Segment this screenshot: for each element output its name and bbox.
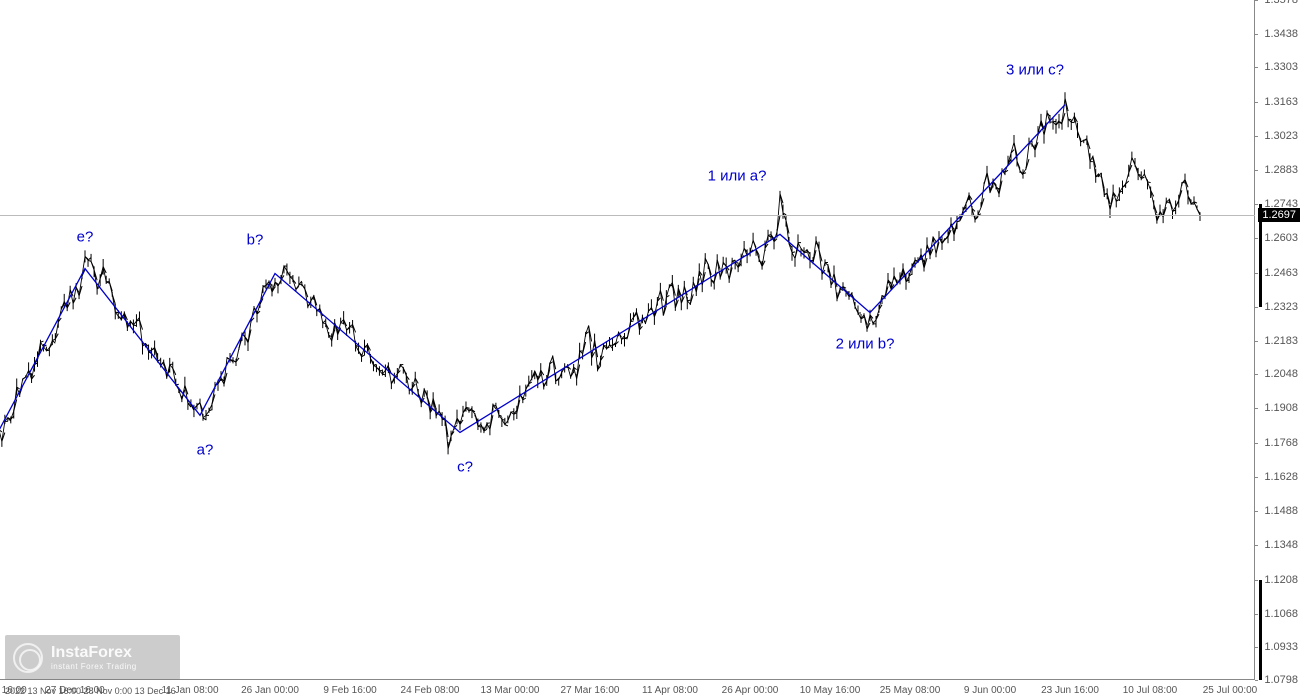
x-axis-label: 27 Dec 16:00 — [45, 685, 105, 696]
y-axis-tick — [1255, 511, 1258, 512]
y-axis-label: 1.2603 — [1264, 232, 1298, 244]
y-axis-tick — [1255, 680, 1258, 681]
x-axis-label: 8 Aug 16:00 — [0, 685, 27, 696]
x-axis-label: 13 Mar 00:00 — [481, 685, 540, 696]
wave-label: a? — [197, 441, 214, 458]
x-axis-label: 25 May 08:00 — [880, 685, 941, 696]
y-axis-label: 1.3303 — [1264, 61, 1298, 73]
wave-label: 1 или a? — [708, 167, 767, 184]
y-axis-label: 1.1208 — [1264, 574, 1298, 586]
x-axis-label: 26 Jan 00:00 — [241, 685, 299, 696]
x-axis-label: 11 Apr 08:00 — [642, 685, 698, 696]
y-scale-bar — [1259, 204, 1262, 307]
y-axis-tick — [1255, 408, 1258, 409]
chart-canvas — [0, 0, 1300, 700]
y-axis-label: 1.1768 — [1264, 437, 1298, 449]
x-axis-label: 27 Mar 16:00 — [561, 685, 620, 696]
x-axis-label: 25 Jul 00:00 — [1203, 685, 1258, 696]
y-axis-label: 1.1348 — [1264, 539, 1298, 551]
y-axis-tick — [1255, 580, 1258, 581]
y-axis-tick — [1255, 34, 1258, 35]
current-price-marker: 1.2697 — [1258, 208, 1300, 222]
y-axis-label: 1.1068 — [1264, 608, 1298, 620]
y-axis-label: 1.2323 — [1264, 301, 1298, 313]
wave-label: e? — [77, 228, 94, 245]
y-axis-tick — [1255, 341, 1258, 342]
current-price-line — [0, 215, 1255, 216]
y-axis-label: 1.2183 — [1264, 335, 1298, 347]
y-axis-tick — [1255, 374, 1258, 375]
y-axis-label: 1.1628 — [1264, 471, 1298, 483]
forex-chart[interactable]: 1.35781.34381.33031.31631.30231.28831.27… — [0, 0, 1300, 700]
y-axis-tick — [1255, 238, 1258, 239]
y-axis-label: 1.3023 — [1264, 130, 1298, 142]
watermark-title: InstaForex — [51, 644, 137, 662]
y-axis-label: 1.2048 — [1264, 368, 1298, 380]
watermark: InstaForex instant Forex Trading — [5, 635, 180, 680]
y-axis-label: 1.3438 — [1264, 28, 1298, 40]
y-axis-label: 1.2883 — [1264, 164, 1298, 176]
y-axis-tick — [1255, 614, 1258, 615]
wave-label: b? — [247, 232, 264, 249]
y-axis-tick — [1255, 67, 1258, 68]
y-axis-label: 1.3578 — [1264, 0, 1298, 6]
y-axis-label: 1.0798 — [1264, 674, 1298, 686]
watermark-subtitle: instant Forex Trading — [51, 662, 137, 671]
x-axis-label: 10 Jul 08:00 — [1123, 685, 1178, 696]
x-axis-label: 26 Apr 00:00 — [722, 685, 779, 696]
x-axis-label: 23 Jun 16:00 — [1041, 685, 1099, 696]
watermark-text: InstaForex instant Forex Trading — [51, 644, 137, 671]
y-axis-tick — [1255, 545, 1258, 546]
wave-label: 2 или b? — [836, 336, 895, 353]
x-axis-label: 9 Feb 16:00 — [323, 685, 376, 696]
wave-label: c? — [457, 458, 473, 475]
x-axis-label: 11 Jan 08:00 — [161, 685, 218, 696]
y-axis-tick — [1255, 443, 1258, 444]
y-axis-tick — [1255, 0, 1258, 1]
y-axis-tick — [1255, 102, 1258, 103]
y-axis-label: 1.3163 — [1264, 96, 1298, 108]
y-axis-tick — [1255, 170, 1258, 171]
y-axis-label: 1.1488 — [1264, 505, 1298, 517]
y-axis-tick — [1255, 204, 1258, 205]
watermark-icon — [13, 643, 43, 673]
y-axis-tick — [1255, 477, 1258, 478]
x-axis-label: 24 Feb 08:00 — [401, 685, 460, 696]
y-axis-tick — [1255, 647, 1258, 648]
x-axis-label: 9 Jun 00:00 — [964, 685, 1016, 696]
y-axis-label: 1.1908 — [1264, 402, 1298, 414]
wave-label: 3 или c? — [1006, 62, 1064, 79]
y-axis-tick — [1255, 136, 1258, 137]
y-axis-label: 1.2463 — [1264, 267, 1298, 279]
y-axis-label: 1.0933 — [1264, 641, 1298, 653]
current-price-value: 1.2697 — [1262, 209, 1296, 221]
y-scale-bar — [1259, 580, 1262, 680]
x-axis-label: 10 May 16:00 — [800, 685, 861, 696]
y-axis-tick — [1255, 273, 1258, 274]
y-axis-tick — [1255, 307, 1258, 308]
